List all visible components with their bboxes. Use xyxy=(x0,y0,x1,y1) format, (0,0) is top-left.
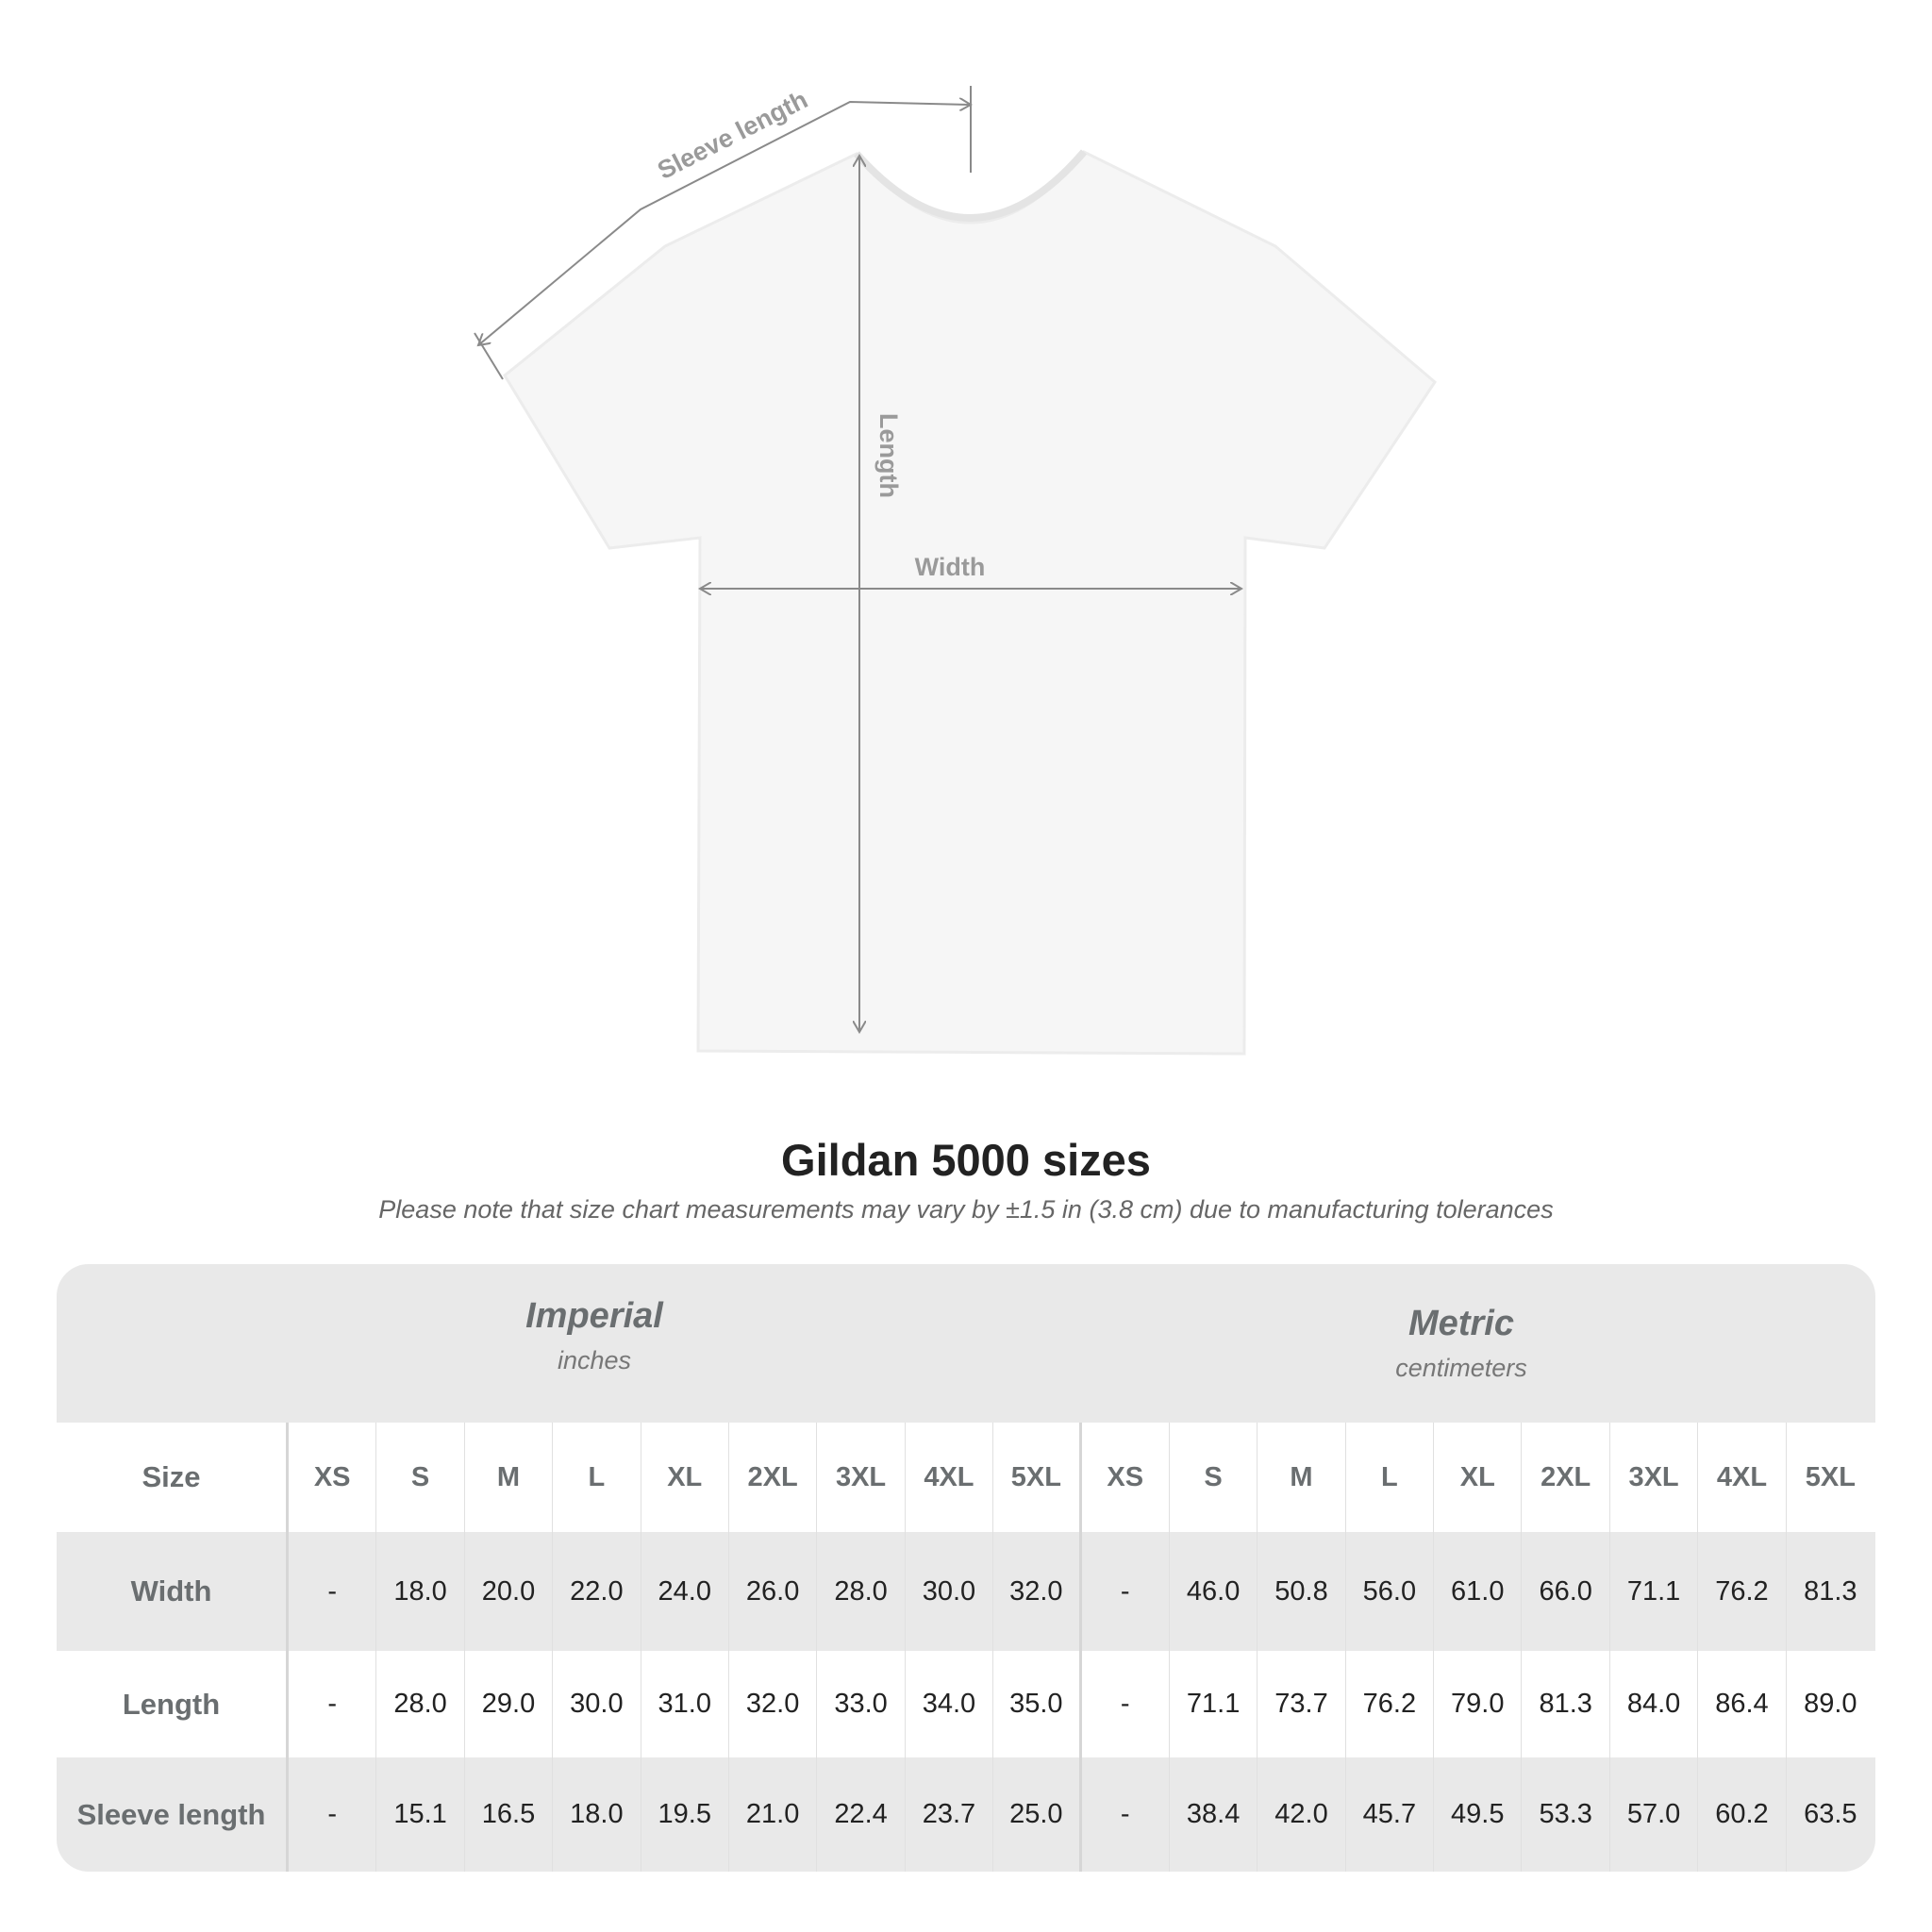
table-row-sleeve-length: Sleeve length -15.1 16.5 18.0 19.5 21.0 22.4 23… xyxy=(57,1757,1875,1872)
imperial-header: Imperial inches xyxy=(311,1296,877,1375)
metric-header: Metric centimeters xyxy=(1178,1304,1744,1383)
row-label: Sleeve length xyxy=(57,1757,289,1872)
metric-cell-XL: 79.0 xyxy=(1434,1651,1523,1757)
metric-cell-M: 73.7 xyxy=(1257,1651,1346,1757)
imperial-cell-XL: 31.0 xyxy=(641,1651,729,1757)
imperial-size-XS: XS xyxy=(289,1423,377,1532)
metric-cell-XS: - xyxy=(1082,1757,1170,1872)
imperial-cell-3XL: 33.0 xyxy=(817,1651,906,1757)
imperial-cell-M: 20.0 xyxy=(465,1532,554,1651)
metric-cell-XS: - xyxy=(1082,1532,1170,1651)
metric-cell-XS: - xyxy=(1082,1651,1170,1757)
metric-cell-4XL: 86.4 xyxy=(1698,1651,1787,1757)
imperial-cell-XS: - xyxy=(289,1757,377,1872)
tshirt-diagram: Sleeve length Length Width xyxy=(474,85,1437,1056)
metric-size-2XL: 2XL xyxy=(1522,1423,1610,1532)
metric-title: Metric xyxy=(1408,1304,1514,1343)
imperial-cell-S: 15.1 xyxy=(376,1757,465,1872)
metric-cell-XL: 61.0 xyxy=(1434,1532,1523,1651)
table-row-width: Width -18.0 20.0 22.0 24.0 26.0 28.0 30.0 32.0-4… xyxy=(57,1532,1875,1651)
row-label: Length xyxy=(57,1651,289,1757)
imperial-cell-XS: - xyxy=(289,1651,377,1757)
width-label: Width xyxy=(915,553,986,581)
size-label: Size xyxy=(57,1423,289,1532)
imperial-cell-XL: 19.5 xyxy=(641,1757,729,1872)
sleeve-arrow xyxy=(478,102,971,345)
imperial-size-XL: XL xyxy=(641,1423,729,1532)
imperial-cell-XL: 24.0 xyxy=(641,1532,729,1651)
metric-cell-S: 71.1 xyxy=(1170,1651,1258,1757)
table-row-length: Length -28.0 29.0 30.0 31.0 32.0 33.0 34.0 35.0-… xyxy=(57,1651,1875,1757)
imperial-cell-2XL: 26.0 xyxy=(729,1532,818,1651)
page-title: Gildan 5000 sizes xyxy=(781,1135,1151,1185)
imperial-cell-4XL: 30.0 xyxy=(906,1532,994,1651)
imperial-size-S: S xyxy=(376,1423,465,1532)
imperial-cell-S: 18.0 xyxy=(376,1532,465,1651)
metric-cell-M: 50.8 xyxy=(1257,1532,1346,1651)
metric-unit: centimeters xyxy=(1395,1354,1527,1382)
metric-size-5XL: 5XL xyxy=(1805,1461,1856,1492)
metric-cell-L: 45.7 xyxy=(1346,1757,1435,1872)
metric-size-L: L xyxy=(1346,1423,1435,1532)
metric-size-M: M xyxy=(1257,1423,1346,1532)
metric-cell-L: 76.2 xyxy=(1346,1651,1435,1757)
imperial-cell-4XL: 34.0 xyxy=(906,1651,994,1757)
metric-cell-2XL: 81.3 xyxy=(1522,1651,1610,1757)
imperial-size-3XL: 3XL xyxy=(817,1423,906,1532)
metric-cell-3XL: 84.0 xyxy=(1610,1651,1699,1757)
metric-size-XS: XS xyxy=(1082,1423,1170,1532)
imperial-cell-3XL: 28.0 xyxy=(817,1532,906,1651)
imperial-cell-2XL: 32.0 xyxy=(729,1651,818,1757)
tshirt-shape xyxy=(503,150,1437,1056)
imperial-cell-L: 18.0 xyxy=(553,1757,641,1872)
imperial-size-4XL: 4XL xyxy=(906,1423,994,1532)
imperial-cell-M: 29.0 xyxy=(465,1651,554,1757)
sleeve-length-label: Sleeve length xyxy=(653,85,812,185)
imperial-size-5XL: 5XL xyxy=(993,1423,1082,1532)
metric-size-3XL: 3XL xyxy=(1610,1423,1699,1532)
metric-cell-4XL: 60.2 xyxy=(1698,1757,1787,1872)
metric-cell-S: 38.4 xyxy=(1170,1757,1258,1872)
imperial-cell-5XL: 35.0 xyxy=(993,1651,1082,1757)
imperial-title: Imperial xyxy=(525,1296,663,1336)
imperial-size-L: L xyxy=(553,1423,641,1532)
metric-cell-3XL: 71.1 xyxy=(1610,1532,1699,1651)
imperial-cell-2XL: 21.0 xyxy=(729,1757,818,1872)
unit-header-band xyxy=(57,1264,1875,1423)
imperial-size-M: M xyxy=(465,1423,554,1532)
row-label: Width xyxy=(57,1532,289,1651)
imperial-unit: inches xyxy=(557,1346,632,1374)
size-table: Imperial inches Metric centimeters Size X… xyxy=(57,1264,1875,1872)
metric-cell-M: 42.0 xyxy=(1257,1757,1346,1872)
metric-cell-2XL: 66.0 xyxy=(1522,1532,1610,1651)
imperial-cell-5XL: 32.0 xyxy=(993,1532,1082,1651)
imperial-cell-4XL: 23.7 xyxy=(906,1757,994,1872)
size-header-row: Size XS S M L XL 2XL 3XL 4XL 5XL XS S M L XL 2XL 3XL 4XL 5… xyxy=(57,1423,1875,1532)
metric-cell-XL: 49.5 xyxy=(1434,1757,1523,1872)
length-label: Length xyxy=(874,413,903,498)
imperial-cell-3XL: 22.4 xyxy=(817,1757,906,1872)
metric-cell-L: 56.0 xyxy=(1346,1532,1435,1651)
metric-cell-3XL: 57.0 xyxy=(1610,1757,1699,1872)
metric-size-XL: XL xyxy=(1434,1423,1523,1532)
metric-size-4XL: 4XL xyxy=(1698,1423,1787,1532)
imperial-cell-XS: - xyxy=(289,1532,377,1651)
metric-cell-2XL: 53.3 xyxy=(1522,1757,1610,1872)
metric-size-S: S xyxy=(1170,1423,1258,1532)
imperial-size-2XL: 2XL xyxy=(729,1423,818,1532)
tolerance-note: Please note that size chart measurements… xyxy=(378,1195,1554,1224)
metric-cell-5XL: 81.3 xyxy=(1804,1575,1857,1607)
imperial-cell-M: 16.5 xyxy=(465,1757,554,1872)
imperial-cell-L: 22.0 xyxy=(553,1532,641,1651)
metric-cell-5XL: 63.5 xyxy=(1804,1799,1857,1829)
imperial-cell-S: 28.0 xyxy=(376,1651,465,1757)
metric-cell-5XL: 89.0 xyxy=(1804,1689,1857,1719)
imperial-cell-L: 30.0 xyxy=(553,1651,641,1757)
imperial-cell-5XL: 25.0 xyxy=(993,1757,1082,1872)
metric-cell-S: 46.0 xyxy=(1170,1532,1258,1651)
metric-cell-4XL: 76.2 xyxy=(1698,1532,1787,1651)
